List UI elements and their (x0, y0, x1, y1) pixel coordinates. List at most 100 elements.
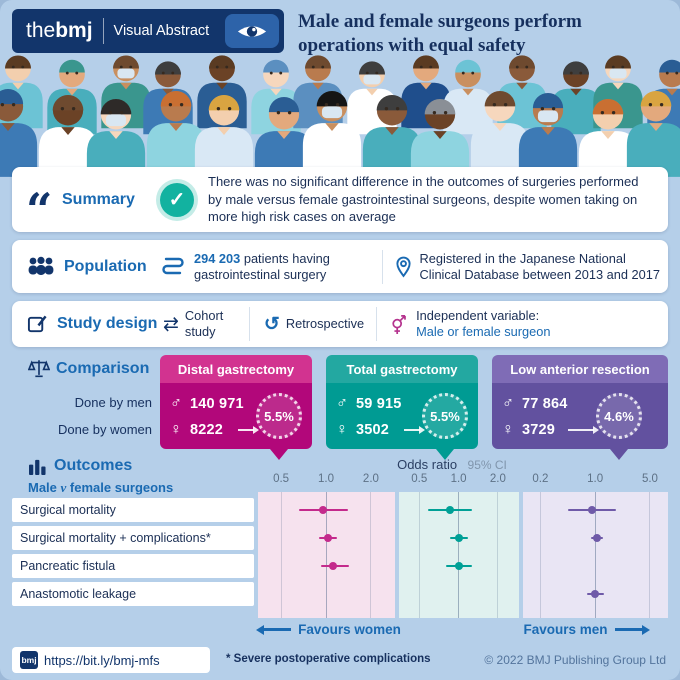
male-icon: ♂ (502, 395, 514, 412)
card-title: Distal gastrectomy (160, 355, 312, 383)
female-icon: ♀ (502, 421, 514, 438)
axis-tick-label: 0.5 (273, 473, 290, 485)
axis-tick-label: 1.0 (318, 473, 335, 485)
outcome-row-anastomotic-leakage: Anastomotic leakage (12, 582, 254, 606)
women-row: ♀ 3729 (502, 417, 668, 443)
women-count: 3729 (522, 422, 556, 438)
population-section: Population 294 203 patients having gastr… (12, 240, 668, 293)
women-share-badge: 4.6% (596, 393, 642, 439)
study-design-section: Study design ⇄ Cohort study ↺ Retrospect… (12, 301, 668, 347)
odds-ratio-dot (587, 506, 596, 514)
bar-chart-icon (29, 459, 46, 475)
odds-ratio-dot (592, 534, 601, 542)
female-icon: ♀ (336, 421, 348, 438)
drop-arrow (436, 449, 454, 460)
connector-arrow (404, 426, 425, 434)
women-row: ♀ 8222 (170, 417, 312, 443)
comparison-label: Comparison (56, 360, 150, 377)
gridline (497, 492, 499, 618)
gridline (539, 492, 541, 618)
brand-divider (102, 18, 104, 44)
favours-men-label: Favours men (494, 622, 672, 637)
axis-title: Odds ratio 95% CI (352, 456, 552, 474)
summary-text: There was no significant difference in t… (208, 174, 639, 225)
patient-count: 294 203 (194, 250, 241, 266)
quote-icon: “ (26, 182, 53, 237)
women-count: 8222 (190, 422, 224, 438)
forest-panel-1 (258, 492, 395, 618)
forest-panel-3 (523, 492, 668, 618)
left-arrow-icon (256, 625, 292, 634)
gridline (594, 492, 596, 618)
axis-tick-label: 1.0 (587, 473, 604, 485)
favours-women-text: Favours women (298, 622, 401, 637)
done-by-men-label: Done by men (74, 395, 152, 410)
right-arrow-icon (614, 625, 650, 634)
brand-the: the (26, 19, 56, 42)
women-share-badge: 5.5% (422, 393, 468, 439)
row-label: Surgical mortality + complications* (20, 531, 211, 545)
footnote: * Severe postoperative complications (226, 653, 431, 665)
card-title: Total gastrectomy (326, 355, 478, 383)
brand-bmj: bmj (55, 19, 93, 42)
eye-icon (225, 14, 279, 48)
check-icon: ✓ (160, 182, 194, 217)
gridline (280, 492, 282, 618)
axis-tick-label: 2.0 (489, 473, 506, 485)
odds-ratio-dot (446, 506, 455, 514)
favours-men-text: Favours men (523, 622, 608, 637)
page-title: Male and female surgeons perform operati… (298, 10, 670, 57)
axis-tick-label: 1.0 (450, 473, 467, 485)
gridline (458, 492, 460, 618)
intestine-icon (162, 257, 184, 274)
sublabel-pre: Male (28, 480, 61, 495)
card-title: Low anterior resection (492, 355, 668, 383)
drop-arrow (270, 449, 288, 460)
card-body: ♂ 59 915 ♀ 3502 5.5% (326, 383, 478, 449)
axis-tick-label: 0.5 (411, 473, 428, 485)
bmj-logo: the bmj Visual Abstract (12, 9, 284, 53)
independent-variable-value: Male or female surgeon (416, 324, 551, 339)
row-label: Surgical mortality (20, 503, 116, 517)
population-count-text: 294 203 patients having gastrointestinal… (194, 251, 370, 283)
copyright: © 2022 BMJ Publishing Group Ltd (484, 653, 666, 667)
link-box: bmj https://bit.ly/bmj-mfs (12, 647, 210, 673)
odds-ratio-dot (318, 506, 327, 514)
summary-label: Summary (62, 190, 135, 208)
card-low-anterior-resection: Low anterior resection ♂ 77 864 ♀ 3729 4.6… (492, 355, 668, 460)
divider (248, 307, 250, 341)
odds-ratio-dot (454, 562, 463, 570)
card-distal-gastrectomy: Distal gastrectomy ♂ 140 971 ♀ 8222 5.5% (160, 355, 312, 460)
female-icon: ♀ (170, 421, 182, 438)
bmj-link[interactable]: https://bit.ly/bmj-mfs (44, 652, 160, 668)
odds-ratio-dot (323, 534, 332, 542)
cohort-icon: ⇄ (163, 313, 179, 335)
men-count: 140 971 (190, 396, 244, 412)
odds-ratio-label: Odds ratio (397, 457, 458, 472)
male-icon: ♂ (170, 395, 182, 412)
independent-variable-block: Independent variable: Male or female sur… (416, 308, 550, 340)
population-label: Population (64, 257, 147, 275)
gridline (649, 492, 651, 618)
outcomes-label: Outcomes (54, 457, 133, 474)
men-count: 59 915 (356, 396, 402, 412)
scales-icon (28, 360, 50, 378)
gridline (325, 492, 327, 618)
odds-ratio-dot (591, 590, 600, 598)
male-icon: ♂ (336, 395, 348, 412)
axis-tick-label: 0.2 (532, 473, 549, 485)
checklist-icon (27, 315, 47, 332)
gridline (418, 492, 420, 618)
design-retrospective: Retrospective (285, 316, 365, 331)
drop-arrow (610, 449, 628, 460)
women-count: 3502 (356, 422, 390, 438)
outcomes-sublabel: Male v female surgeons (28, 480, 173, 496)
patient-count-caption: patients having gastrointestinal surgery (194, 250, 330, 282)
women-share-badge: 5.5% (256, 393, 302, 439)
people-icon (28, 256, 54, 275)
forest-panel-2 (399, 492, 519, 618)
connector-arrow (568, 426, 599, 434)
divider (376, 307, 378, 341)
row-label: Pancreatic fistula (20, 559, 116, 573)
